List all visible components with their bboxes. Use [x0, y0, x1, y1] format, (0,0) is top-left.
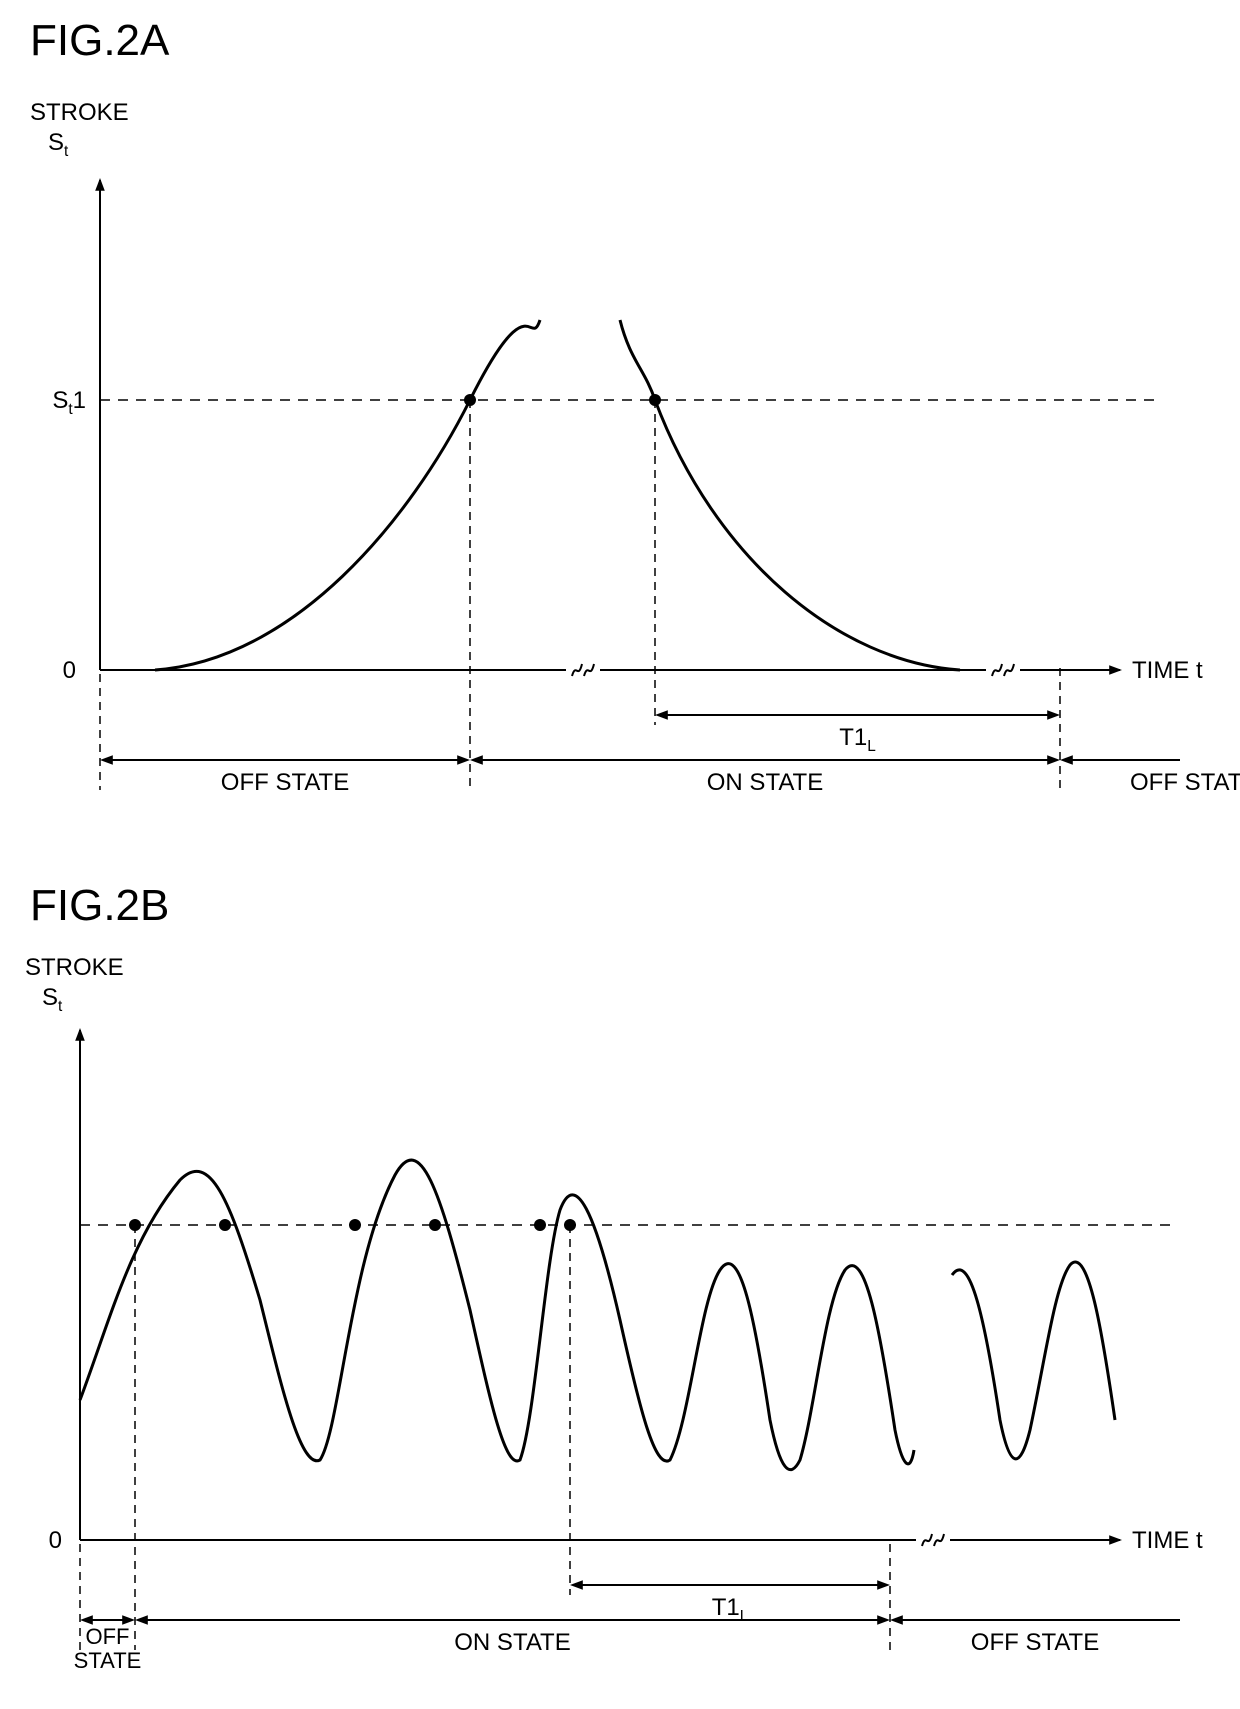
threshold-dot	[219, 1219, 231, 1231]
figure-title: FIG.2A	[30, 16, 170, 65]
y-axis-label-upper: STROKE	[25, 954, 124, 981]
figure-2a: FIG.2A STROKE St TIME t 0 St1 T1L OFF STATE ON S…	[30, 16, 1240, 796]
state-off2-label: OFF STATE	[1130, 769, 1240, 796]
threshold-dot	[429, 1219, 441, 1231]
y-axis-label-upper: STROKE	[30, 99, 129, 126]
curve-fall	[620, 320, 960, 670]
y-tick-st1: St1	[52, 387, 86, 418]
threshold-dot	[534, 1219, 546, 1231]
x-axis-label: TIME t	[1132, 1527, 1203, 1554]
waveform-left	[80, 1160, 914, 1470]
t1l-label: T1L	[839, 724, 876, 755]
state-on-label: ON STATE	[454, 1629, 570, 1656]
zero-label: 0	[63, 657, 76, 684]
state-off-label-2: STATE	[74, 1648, 142, 1673]
threshold-dot	[349, 1219, 361, 1231]
figure-title: FIG.2B	[30, 881, 169, 930]
state-on-label: ON STATE	[707, 769, 823, 796]
figure-2b: FIG.2BSTROKEStTIME t0T1LOFFSTATEON STATE…	[25, 881, 1203, 1673]
y-axis-symbol: St	[48, 129, 69, 160]
state-off2-label: OFF STATE	[971, 1629, 1099, 1656]
x-axis-label: TIME t	[1132, 657, 1203, 684]
state-off-label: OFF	[86, 1624, 130, 1649]
zero-label: 0	[49, 1527, 62, 1554]
state-off-label: OFF STATE	[221, 769, 349, 796]
curve-rise	[155, 320, 540, 670]
waveform-right	[952, 1262, 1115, 1459]
y-axis-symbol: St	[42, 984, 63, 1015]
